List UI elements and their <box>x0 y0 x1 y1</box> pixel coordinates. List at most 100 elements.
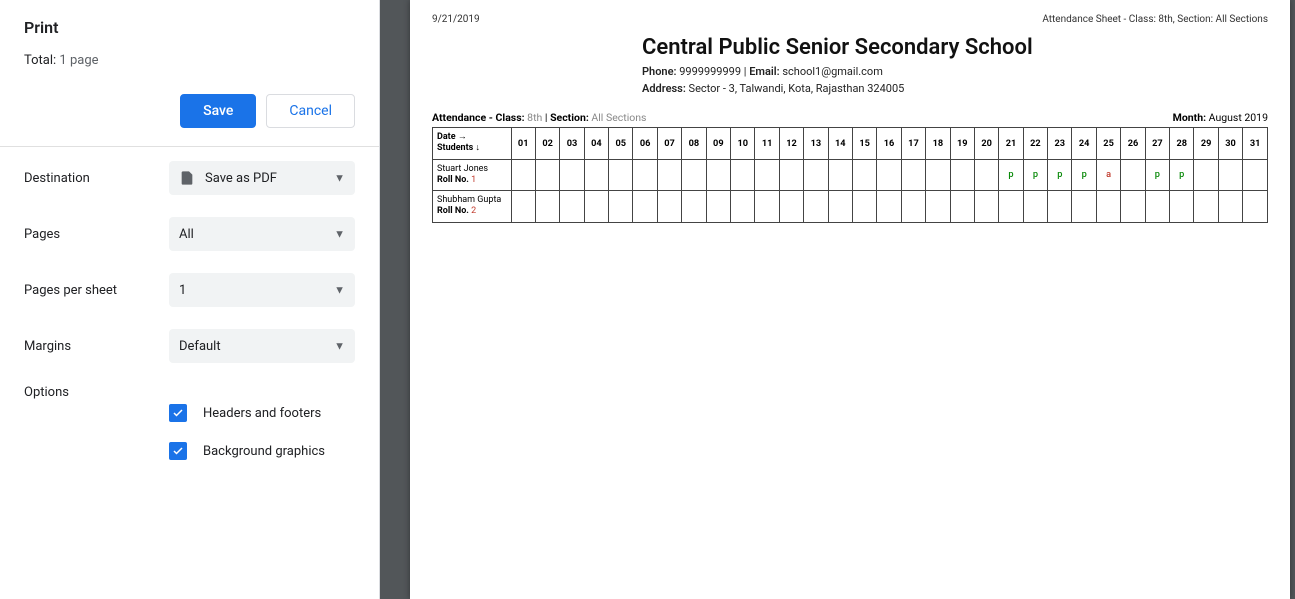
destination-label: Destination <box>24 171 169 186</box>
col-header-day: 09 <box>706 128 730 160</box>
attendance-thead: Date →Students ↓010203040506070809101112… <box>433 128 1268 160</box>
col-header-day: 23 <box>1048 128 1072 160</box>
options-label: Options <box>24 385 169 400</box>
attendance-cell <box>877 159 901 191</box>
chevron-down-icon: ▼ <box>334 172 345 185</box>
attendance-cell <box>1194 159 1218 191</box>
print-preview-area: 9/21/2019 Attendance Sheet - Class: 8th,… <box>380 0 1295 599</box>
headers-checkbox[interactable] <box>169 404 187 422</box>
pdf-icon <box>179 170 195 186</box>
pps-label: Pages per sheet <box>24 283 169 298</box>
school-contact: Phone: 9999999999 | Email: school1@gmail… <box>642 64 1268 81</box>
print-options: Destination Save as PDF ▼ Pages All ▼ Pa… <box>0 147 379 494</box>
attendance-cell <box>731 191 755 223</box>
col-header-day: 17 <box>901 128 925 160</box>
col-header-day: 25 <box>1096 128 1120 160</box>
attendance-cell <box>706 159 730 191</box>
school-name: Central Public Senior Secondary School <box>642 35 1268 60</box>
margins-value: Default <box>179 339 221 354</box>
attendance-cell <box>974 191 998 223</box>
print-title: Print <box>24 18 355 37</box>
attendance-cell <box>1145 191 1169 223</box>
attendance-cell <box>657 191 681 223</box>
bg-checkbox[interactable] <box>169 442 187 460</box>
student-cell: Stuart JonesRoll No. 1 <box>433 159 512 191</box>
col-header-day: 20 <box>974 128 998 160</box>
attendance-cell <box>706 191 730 223</box>
attendance-tbody: Stuart JonesRoll No. 1ppppappShubham Gup… <box>433 159 1268 222</box>
att-label: Attendance - Class: <box>432 111 525 124</box>
col-header-day: 12 <box>779 128 803 160</box>
attendance-cell <box>926 191 950 223</box>
email-value: school1@gmail.com <box>782 65 883 78</box>
attendance-cell <box>1121 159 1145 191</box>
attendance-meta-row: Attendance - Class: 8th | Section: All S… <box>432 111 1268 124</box>
col-header-day: 06 <box>633 128 657 160</box>
col-header-day: 02 <box>535 128 559 160</box>
col-header-day: 14 <box>828 128 852 160</box>
attendance-cell <box>1243 191 1268 223</box>
row-pages: Pages All ▼ <box>24 217 355 251</box>
attendance-cell <box>511 159 535 191</box>
phone-value: 9999999999 <box>679 65 741 78</box>
col-header-day: 03 <box>560 128 584 160</box>
attendance-cell <box>609 159 633 191</box>
attendance-cell <box>804 159 828 191</box>
cancel-button[interactable]: Cancel <box>266 94 355 128</box>
pps-select[interactable]: 1 ▼ <box>169 273 355 307</box>
attendance-cell <box>560 191 584 223</box>
col-header-day: 04 <box>584 128 608 160</box>
col-header-day: 24 <box>1072 128 1096 160</box>
attendance-cell <box>755 191 779 223</box>
attendance-cell <box>804 191 828 223</box>
pages-value: All <box>179 227 194 242</box>
preview-page: 9/21/2019 Attendance Sheet - Class: 8th,… <box>410 0 1290 599</box>
school-address: Address: Sector - 3, Talwandi, Kota, Raj… <box>642 81 1268 98</box>
print-header: Print Total: 1 page <box>0 0 379 80</box>
attendance-cell <box>1048 191 1072 223</box>
table-row: Stuart JonesRoll No. 1ppppapp <box>433 159 1268 191</box>
col-header-day: 22 <box>1023 128 1047 160</box>
attendance-cell <box>682 159 706 191</box>
save-button[interactable]: Save <box>180 94 256 128</box>
attendance-cell <box>560 159 584 191</box>
section-value: All Sections <box>591 111 646 124</box>
destination-select[interactable]: Save as PDF ▼ <box>169 161 355 195</box>
attendance-cell <box>1023 191 1047 223</box>
address-value: Sector - 3, Talwandi, Kota, Rajasthan 32… <box>689 82 905 95</box>
col-header-day: 21 <box>999 128 1023 160</box>
bg-check-label: Background graphics <box>203 444 325 459</box>
col-header-day: 31 <box>1243 128 1268 160</box>
print-buttons: Save Cancel <box>0 80 379 147</box>
attendance-cell <box>926 159 950 191</box>
attendance-cell <box>1243 159 1268 191</box>
print-total: Total: 1 page <box>24 53 355 68</box>
col-header-day: 10 <box>731 128 755 160</box>
month-value: August 2019 <box>1209 111 1268 124</box>
meta-left: Attendance - Class: 8th | Section: All S… <box>432 111 646 124</box>
total-label: Total: <box>24 53 56 68</box>
attendance-cell <box>1170 191 1194 223</box>
attendance-cell <box>633 191 657 223</box>
attendance-cell <box>511 191 535 223</box>
attendance-cell <box>755 159 779 191</box>
margins-select[interactable]: Default ▼ <box>169 329 355 363</box>
attendance-cell <box>852 159 876 191</box>
class-value: 8th <box>527 111 542 124</box>
page-header-title: Attendance Sheet - Class: 8th, Section: … <box>1042 14 1268 25</box>
attendance-cell <box>535 159 559 191</box>
chevron-down-icon: ▼ <box>334 228 345 241</box>
col-header-day: 19 <box>950 128 974 160</box>
col-header-day: 16 <box>877 128 901 160</box>
attendance-cell <box>609 191 633 223</box>
col-header-students: Date →Students ↓ <box>433 128 512 160</box>
attendance-cell: p <box>1145 159 1169 191</box>
student-cell: Shubham GuptaRoll No. 2 <box>433 191 512 223</box>
col-header-day: 26 <box>1121 128 1145 160</box>
pages-label: Pages <box>24 227 169 242</box>
total-pages: 1 page <box>59 53 98 68</box>
attendance-cell <box>535 191 559 223</box>
attendance-cell <box>779 191 803 223</box>
col-header-day: 28 <box>1170 128 1194 160</box>
pages-select[interactable]: All ▼ <box>169 217 355 251</box>
